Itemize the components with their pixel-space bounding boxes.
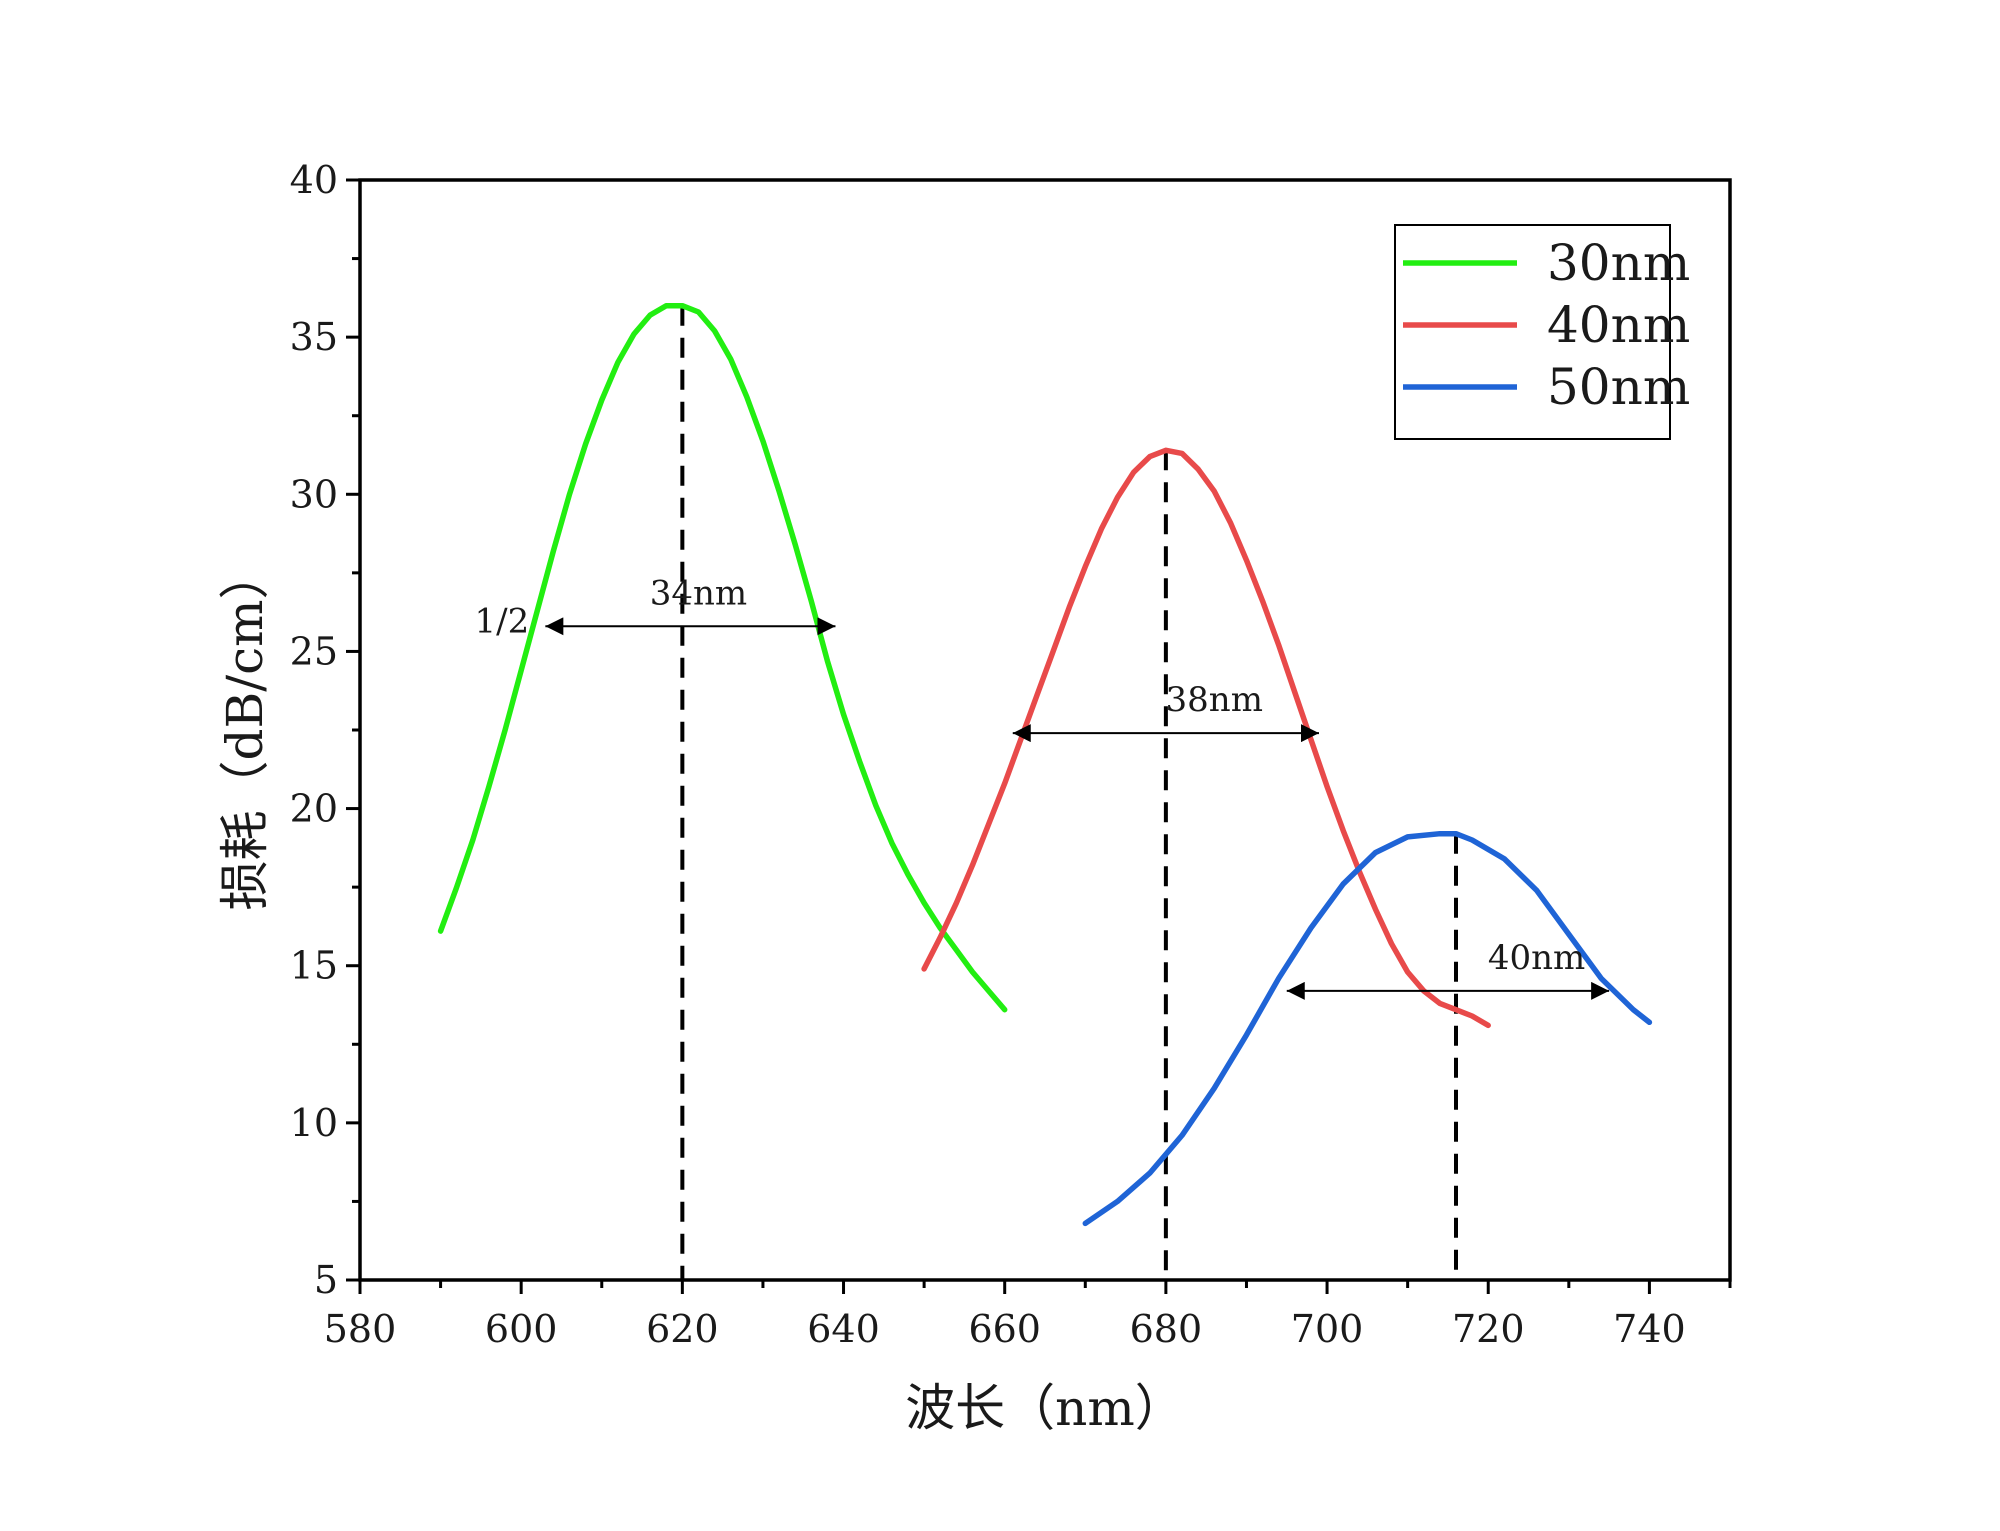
x-tick-label-600: 600	[485, 1307, 558, 1351]
x-tick-label-680: 680	[1130, 1307, 1203, 1351]
y-tick-label-20: 20	[290, 787, 338, 831]
x-tick-label-740: 740	[1613, 1307, 1686, 1351]
y-tick-label-35: 35	[290, 315, 338, 359]
annotation-1: 1/2	[475, 602, 530, 642]
x-tick-label-640: 640	[807, 1307, 880, 1351]
x-tick-label-620: 620	[646, 1307, 719, 1351]
legend-label-40nm: 40nm	[1547, 296, 1690, 354]
y-tick-label-15: 15	[290, 944, 338, 988]
x-tick-label-700: 700	[1291, 1307, 1364, 1351]
series-line-50nm	[1082, 830, 1653, 1227]
legend-label-50nm: 50nm	[1547, 358, 1690, 416]
y-tick-label-30: 30	[290, 472, 338, 516]
fwhm-label-3: 40nm	[1488, 938, 1585, 978]
x-tick-label-580: 580	[324, 1307, 397, 1351]
y-tick-label-10: 10	[290, 1101, 338, 1145]
fwhm-label-1: 34nm	[650, 573, 747, 613]
series-line-40nm	[921, 447, 1491, 1029]
series-line-30nm	[437, 302, 1008, 1013]
x-tick-label-720: 720	[1452, 1307, 1525, 1351]
y-tick-label-5: 5	[314, 1258, 338, 1302]
plot-area: 34nm 38nm 40nm 1/2 580 600 620 640 660 680 700 720 7…	[290, 158, 1732, 1351]
x-axis-title: 波长（nm）	[905, 1379, 1185, 1437]
y-axis-title: 损耗（dB/cm）	[216, 549, 274, 910]
x-tick-label-660: 660	[968, 1307, 1041, 1351]
y-tick-label-25: 25	[290, 629, 338, 673]
legend-label-30nm: 30nm	[1547, 234, 1690, 292]
fwhm-label-2: 38nm	[1166, 680, 1263, 720]
y-tick-label-40: 40	[290, 158, 338, 202]
